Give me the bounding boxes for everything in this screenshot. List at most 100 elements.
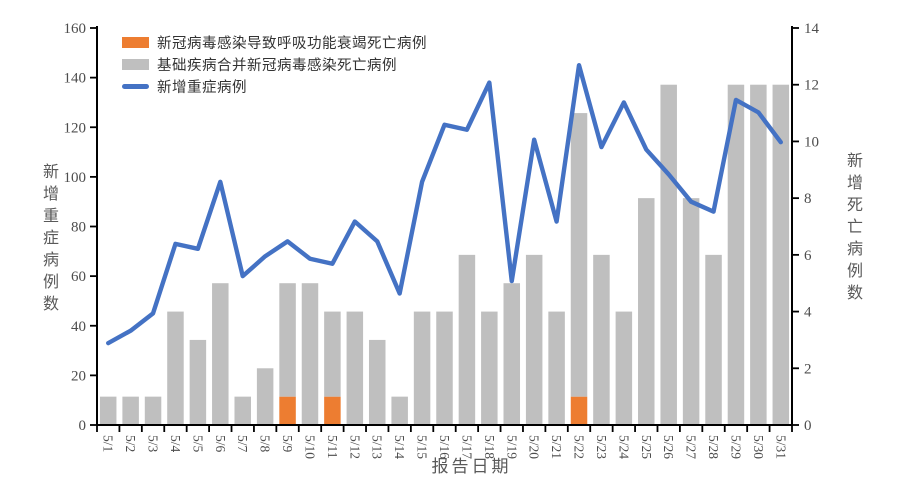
gray-bar-swatch-icon: [122, 59, 149, 70]
bar-segment-underlying-5/11: [324, 311, 341, 397]
right-axis-tick-label: 4: [804, 305, 812, 321]
bar-segment-underlying-5/28: [705, 254, 722, 425]
left-axis-tick-label: 40: [71, 319, 86, 335]
blue-line-swatch-icon: [122, 84, 149, 89]
x-category-label: 5/8: [258, 435, 273, 453]
right-axis-tick-label: 0: [804, 418, 812, 434]
bar-segment-respiratory-5/22: [570, 396, 588, 425]
legend-label: 基础疾病合并新冠病毒感染死亡病例: [157, 58, 397, 74]
x-category-label: 5/24: [616, 435, 631, 459]
bar-segment-underlying-5/1: [99, 396, 117, 425]
x-category-label: 5/26: [661, 435, 676, 459]
bar-segment-underlying-5/8: [256, 368, 274, 425]
legend-item-underlying-disease-deaths: 基础疾病合并新冠病毒感染死亡病例: [122, 55, 427, 74]
x-axis-title: 报告日期: [431, 457, 512, 476]
bar-segment-underlying-5/15: [413, 311, 431, 425]
ticks-group: [90, 27, 799, 432]
x-category-label: 5/25: [639, 435, 654, 459]
left-axis-tick-label: 20: [71, 368, 86, 384]
bar-segment-underlying-5/10: [301, 283, 319, 425]
bar-segment-respiratory-5/9: [279, 396, 296, 425]
x-category-label: 5/7: [235, 435, 250, 453]
x-category-label: 5/29: [728, 435, 743, 459]
bar-segment-underlying-5/21: [548, 311, 565, 425]
bar-segment-underlying-5/16: [436, 311, 453, 425]
right-axis-tick-label: 12: [804, 78, 819, 94]
x-category-label: 5/28: [706, 435, 721, 459]
bar-segment-underlying-5/13: [368, 339, 386, 425]
x-category-label: 5/14: [392, 435, 407, 459]
bar-segment-underlying-5/25: [638, 198, 655, 425]
x-category-label: 5/30: [751, 435, 766, 459]
bar-segment-underlying-5/23: [593, 254, 610, 425]
left-axis-title: 新增重症病例数: [40, 163, 57, 317]
x-category-label: 5/31: [773, 435, 788, 459]
bar-segment-underlying-5/31: [772, 84, 790, 425]
left-axis-tick-label: 160: [64, 21, 87, 37]
x-category-label: 5/9: [280, 435, 295, 453]
bar-segment-respiratory-5/11: [324, 396, 341, 425]
tick-labels-group: 0 20 40 60 80 100 120 140 160 0 2 4 6 8 10 12 14: [64, 21, 820, 434]
axes-group: [96, 26, 793, 426]
x-category-label: 5/18: [482, 435, 497, 459]
left-axis-tick-label: 80: [71, 220, 86, 236]
bar-segment-underlying-5/19: [503, 283, 521, 425]
x-category-label: 5/5: [190, 435, 205, 453]
legend-label: 新冠病毒感染导致呼吸功能衰竭死亡病例: [157, 36, 427, 52]
x-category-label: 5/22: [572, 435, 587, 459]
x-category-label: 5/19: [504, 435, 519, 459]
category-labels-group: 5/1 5/2 5/3 5/4 5/5 5/6 5/7 5/8 5/9 5/10 5/11 5/12 5…: [101, 435, 789, 459]
bar-segment-underlying-5/29: [727, 84, 745, 425]
bar-segment-underlying-5/30: [750, 84, 767, 425]
bar-segment-underlying-5/24: [615, 311, 633, 425]
bar-segment-underlying-5/18: [481, 311, 498, 425]
bar-segment-underlying-5/20: [525, 254, 543, 425]
bar-segment-underlying-5/6: [212, 283, 229, 425]
left-axis-tick-label: 60: [71, 269, 86, 285]
bar-segment-underlying-5/2: [122, 396, 139, 425]
x-category-label: 5/23: [594, 435, 609, 459]
bar-segment-underlying-5/14: [391, 396, 408, 425]
left-axis-tick-label: 120: [64, 120, 87, 136]
legend-label: 新增重症病例: [157, 80, 247, 96]
bar-segment-underlying-5/5: [189, 339, 207, 425]
left-axis-tick-label: 100: [64, 170, 87, 186]
bar-segment-underlying-5/12: [346, 311, 364, 425]
left-axis-tick-label: 0: [79, 418, 87, 434]
bar-segment-underlying-5/26: [660, 84, 677, 425]
bar-segment-underlying-5/3: [144, 396, 162, 425]
x-category-label: 5/16: [437, 435, 452, 459]
right-axis-tick-label: 10: [804, 134, 819, 150]
bar-segment-underlying-5/27: [682, 198, 700, 425]
x-category-label: 5/15: [415, 435, 430, 459]
x-category-label: 5/3: [146, 435, 161, 453]
right-axis-tick-label: 6: [804, 248, 812, 264]
bar-segment-underlying-5/9: [279, 283, 296, 397]
x-category-label: 5/1: [101, 435, 116, 452]
legend: 新冠病毒感染导致呼吸功能衰竭死亡病例 基础疾病合并新冠病毒感染死亡病例 新增重症…: [122, 33, 427, 96]
x-category-label: 5/4: [168, 435, 183, 453]
x-category-label: 5/13: [370, 435, 385, 459]
orange-bar-swatch-icon: [122, 37, 149, 48]
bar-segment-underlying-5/17: [458, 254, 476, 425]
legend-item-new-severe-cases: 新增重症病例: [122, 77, 427, 96]
bar-segment-underlying-5/22: [570, 113, 588, 397]
x-category-label: 5/17: [459, 435, 474, 459]
bars-group: [99, 84, 790, 425]
severe-cases-line: [106, 63, 783, 346]
x-category-label: 5/20: [527, 435, 542, 459]
x-category-label: 5/2: [123, 435, 138, 452]
left-axis-tick-label: 140: [64, 71, 87, 87]
x-category-label: 5/6: [213, 435, 228, 453]
right-axis-tick-label: 8: [804, 191, 812, 207]
x-category-label: 5/21: [549, 435, 564, 459]
right-axis-tick-label: 2: [804, 361, 812, 377]
right-axis-tick-label: 14: [804, 21, 820, 37]
x-category-label: 5/12: [347, 435, 362, 459]
x-category-label: 5/27: [684, 435, 699, 459]
legend-item-respiratory-failure-deaths: 新冠病毒感染导致呼吸功能衰竭死亡病例: [122, 33, 427, 52]
right-axis-title: 新增死亡病例数: [844, 152, 861, 306]
bar-segment-underlying-5/4: [167, 311, 184, 425]
